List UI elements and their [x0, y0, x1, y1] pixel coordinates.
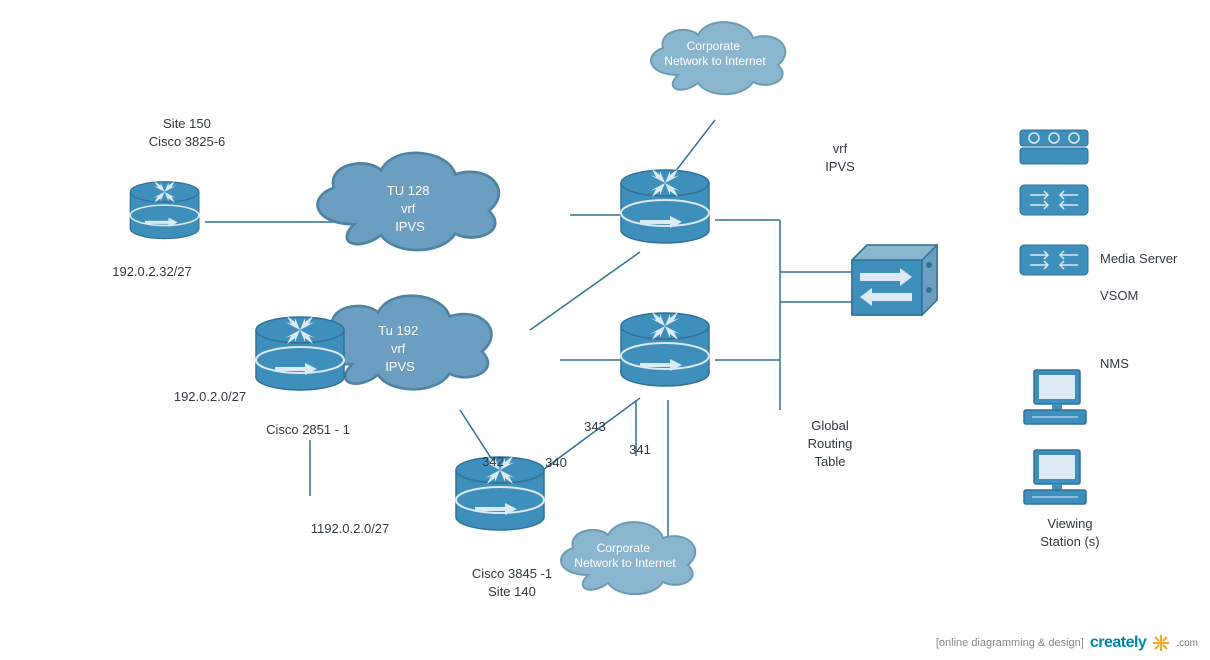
cloud-line: Corporate — [687, 39, 741, 53]
label-341: 341 — [620, 441, 660, 459]
label-cisco3845: Cisco 3845 -1 Site 140 — [452, 565, 572, 601]
router-top-right — [621, 169, 709, 243]
legend-media-server: Media Server — [1100, 250, 1177, 268]
footer: [online diagramming & design] creately .… — [936, 634, 1198, 652]
label-343: 343 — [575, 418, 615, 436]
legend-viewing: Viewing Station (s) — [1020, 515, 1120, 551]
storage-icon — [1020, 130, 1088, 164]
footer-brand: creately — [1090, 634, 1147, 652]
cloud-line: Network to Internet — [664, 54, 766, 68]
pc-nms — [1024, 370, 1086, 424]
label-vrf-ipvs: vrf IPVS — [810, 140, 870, 176]
router-mid-right — [621, 312, 709, 386]
footer-domain: .com — [1176, 638, 1198, 649]
cloud-corporate-bottom: Corporate Network to Internet — [561, 522, 695, 594]
switch-icon-1 — [1020, 185, 1088, 215]
cloud-corporate-top: Corporate Network to Internet — [651, 22, 785, 94]
pc-viewing — [1024, 450, 1086, 504]
diagram-canvas: Corporate Network to Internet TU 128 vrf… — [0, 0, 1210, 660]
label-cisco2851: Cisco 2851 - 1 — [248, 421, 368, 439]
label-ip1: 192.0.2.32/27 — [92, 263, 212, 281]
firewall — [852, 245, 937, 315]
legend-nms: NMS — [1100, 355, 1129, 373]
router-2851 — [256, 316, 344, 390]
label-ip2: 192.0.2.0/27 — [150, 388, 270, 406]
label-342: 342 — [473, 453, 513, 471]
router-site150 — [130, 181, 199, 239]
label-ip3: 1192.0.2.0/27 — [290, 520, 410, 538]
footer-logo-icon — [1152, 634, 1170, 652]
label-340: 340 — [536, 454, 576, 472]
footer-tag: [online diagramming & design] — [936, 637, 1084, 649]
switch-icon-2 — [1020, 245, 1088, 275]
label-site150: Site 150 Cisco 3825-6 — [112, 115, 262, 151]
legend-vsom: VSOM — [1100, 287, 1138, 305]
label-global-routing: Global Routing Table — [790, 417, 870, 472]
